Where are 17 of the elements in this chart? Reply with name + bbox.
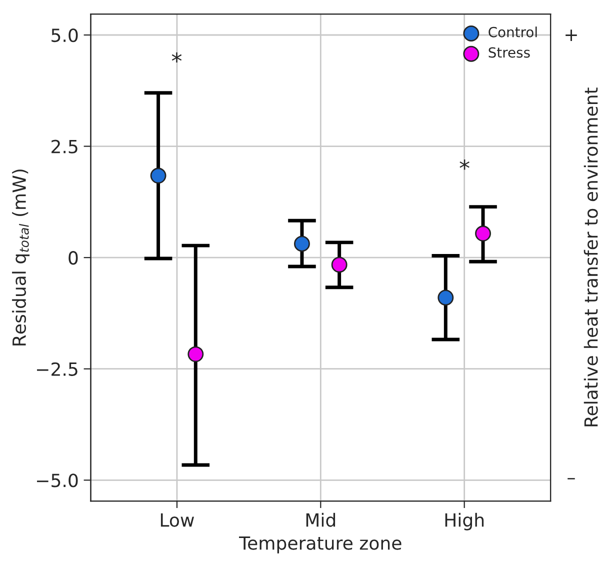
annotation: * bbox=[460, 160, 470, 170]
x-axis-title: Temperature zone bbox=[239, 536, 402, 554]
y-tick-label: 0 bbox=[68, 251, 78, 265]
y-tick-label: 2.5 bbox=[52, 140, 78, 154]
text: + bbox=[566, 30, 577, 41]
x-tick-label: Low bbox=[160, 513, 194, 527]
y-tick-label: −2.5 bbox=[37, 362, 78, 376]
legend-label: Stress bbox=[488, 47, 530, 58]
y-axis-title: Residual q$_{total}$ (mW) bbox=[12, 170, 30, 346]
text: – bbox=[568, 478, 575, 480]
y-tick-label: 5.0 bbox=[52, 28, 78, 42]
x-tick-label: Mid bbox=[306, 512, 336, 527]
x-tick-label: High bbox=[445, 512, 484, 530]
y-tick-label: −5.0 bbox=[37, 474, 78, 488]
annotation: * bbox=[172, 52, 182, 63]
legend-label: Control bbox=[488, 26, 537, 38]
y2-axis-title: Relative heat transfer to environment bbox=[584, 88, 598, 426]
